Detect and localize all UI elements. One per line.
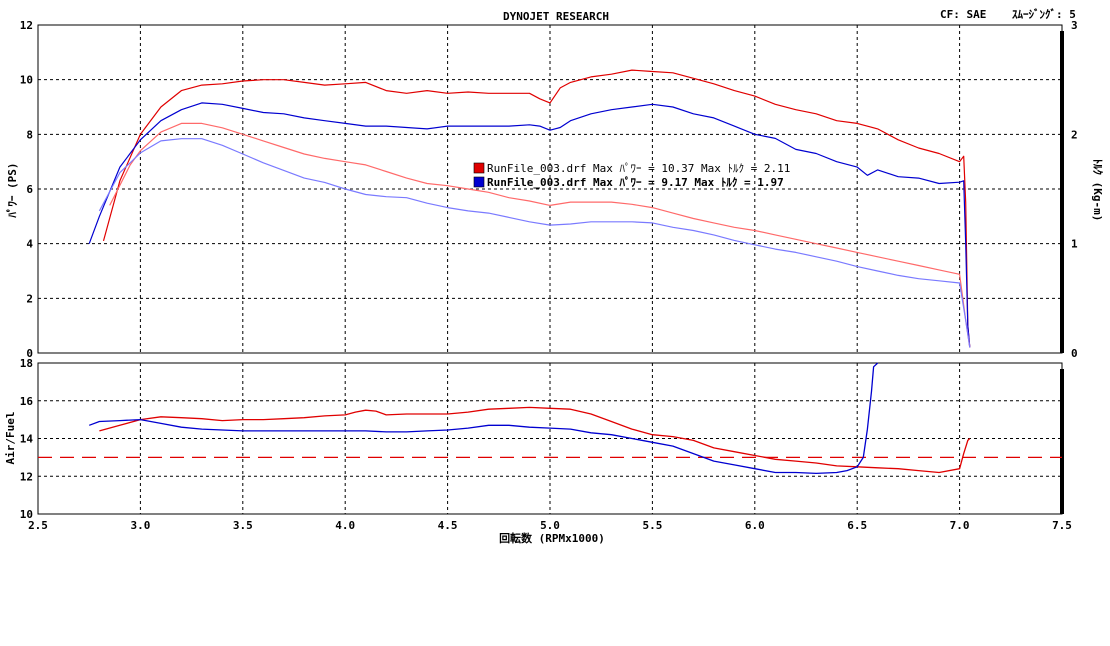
chart-title: DYNOJET RESEARCH [503,10,609,23]
power-tick-label: 4 [26,238,33,251]
power-tick-label: 6 [26,183,33,196]
x-tick-label: 5.5 [642,519,662,532]
power-series-line [88,102,971,348]
af-tick-label: 14 [20,433,34,446]
af-tick-label: 10 [20,508,33,521]
torque-series-line [109,122,971,348]
x-tick-label: 6.0 [745,519,765,532]
power-tick-label: 2 [26,292,33,305]
af-tick-label: 16 [20,395,34,408]
af-grid [38,363,1062,514]
power-tick-label: 0 [26,347,33,360]
torque-tick-label: 2 [1071,128,1078,141]
af-axis-label: Air/Fuel [4,412,17,465]
smoothing-setting: ｽﾑｰｼﾞﾝｸﾞ: 5 [1012,7,1076,21]
x-tick-label: 7.5 [1052,519,1072,532]
legend-run1: RunFile_003.drf Max ﾊﾟﾜｰ = 10.37 Max ﾄﾙｸ… [487,162,790,175]
legend-run2: RunFile_003.drf Max ﾊﾟﾜｰ = 9.17 Max ﾄﾙｸ … [487,175,784,189]
power-axis-label: ﾊﾟﾜｰ (PS) [5,162,19,218]
correction-factor: CF: SAE [940,8,986,21]
legend: RunFile_003.drf Max ﾊﾟﾜｰ = 10.37 Max ﾄﾙｸ… [473,162,790,189]
power-tick-label: 10 [20,74,33,87]
af-tick-label: 12 [20,470,33,483]
torque-axis-label: ﾄﾙｸ (Kg-m) [1091,159,1104,222]
af-series-line [88,362,879,475]
power-tick-label: 8 [26,128,33,141]
x-tick-label: 6.5 [847,519,867,532]
torque-series-line [98,138,971,348]
x-tick-label: 3.0 [130,519,150,532]
power-torque-series [88,69,971,348]
x-tick-label: 7.0 [950,519,970,532]
x-tick-label: 4.0 [335,519,355,532]
power-tick-label: 12 [20,19,33,32]
x-tick-label: 3.5 [233,519,253,532]
af-series [38,362,1062,475]
rpm-axis-label: 回転数 (RPMx1000) [499,531,605,545]
torque-tick-label: 3 [1071,19,1078,32]
af-tick-label: 18 [20,357,33,370]
legend-swatch-run2 [473,176,485,188]
x-tick-label: 2.5 [28,519,48,532]
af-series-line [99,406,971,474]
x-tick-label: 4.5 [438,519,458,532]
torque-tick-label: 1 [1071,238,1078,251]
x-tick-label: 5.0 [540,519,560,532]
axis-ticks: 2.5 3.0 3.5 4.0 4.5 5.0 5.5 6.0 6.5 7.0 7.50246810… [20,19,1078,532]
torque-tick-label: 0 [1071,347,1078,360]
legend-swatch-run1 [473,162,485,174]
power-series-line [102,69,971,348]
